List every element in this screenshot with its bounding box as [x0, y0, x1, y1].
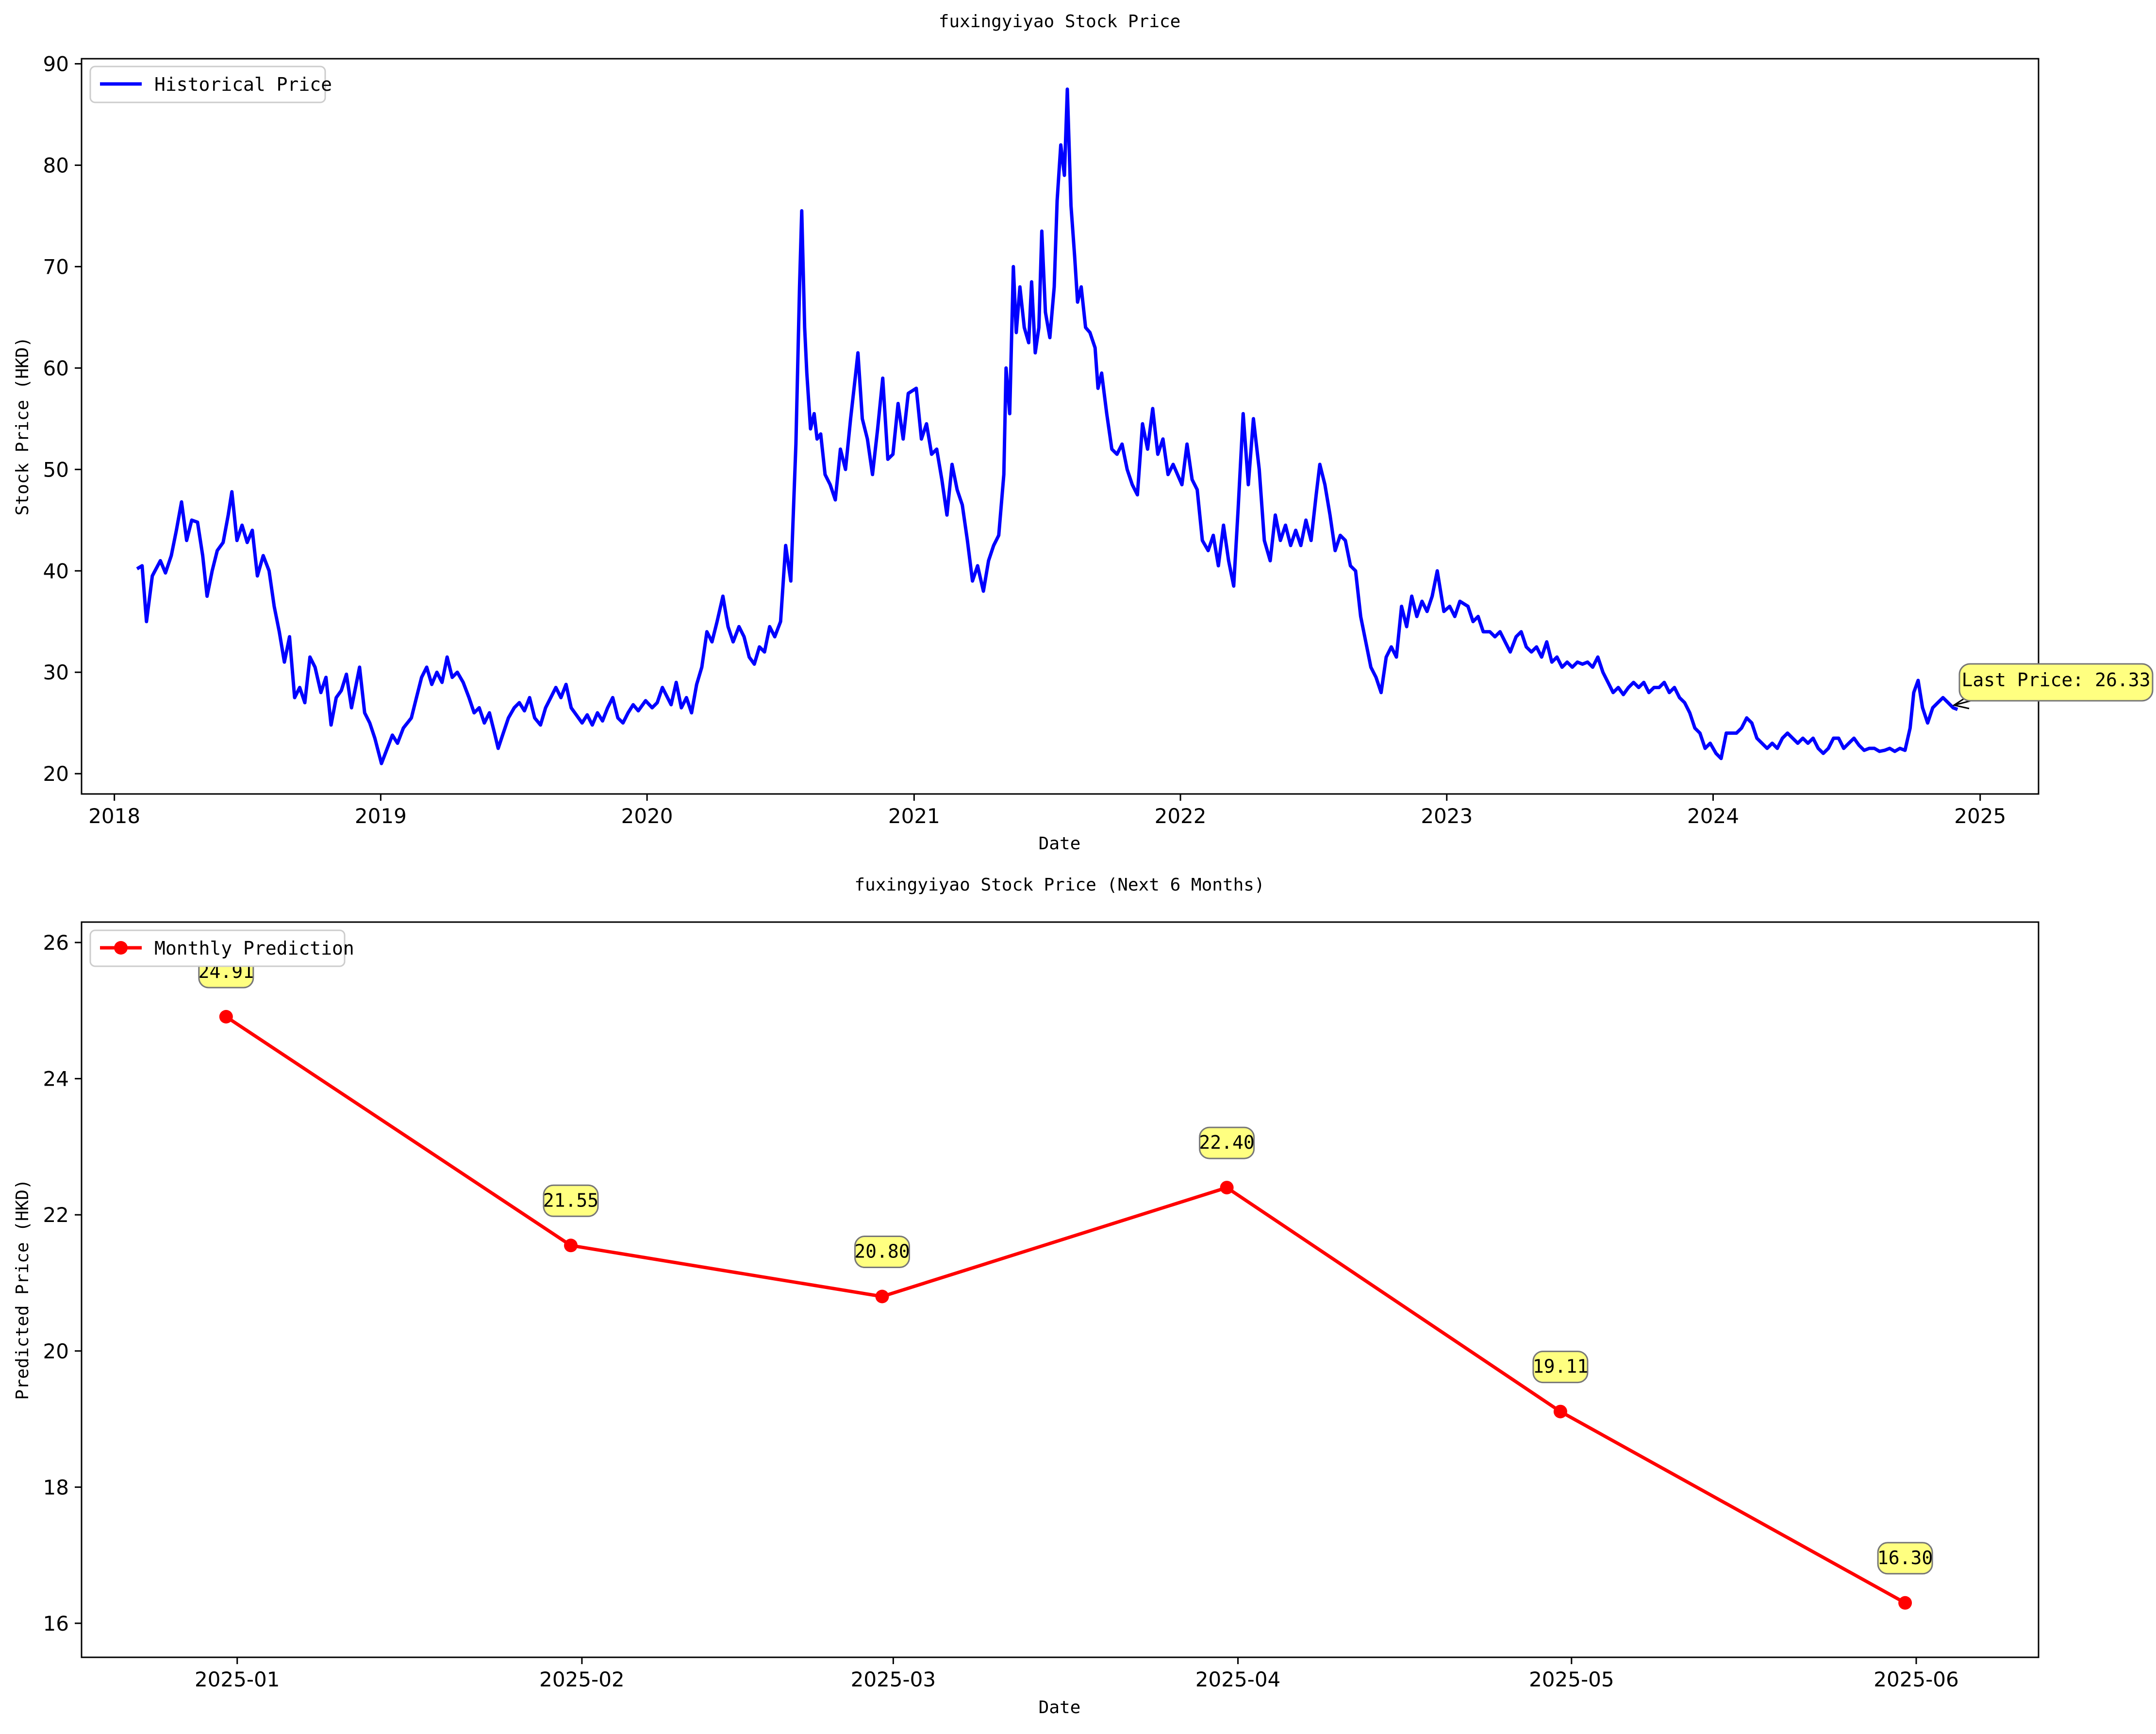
chart-2-y-ticks: 16 18 20 22 24 26 — [43, 931, 82, 1635]
legend-monthly-prediction-label: Monthly Prediction — [154, 938, 354, 959]
prediction-point-4 — [1220, 1181, 1234, 1195]
chart-2-points — [219, 1010, 1912, 1610]
y-tick-label-26: 26 — [43, 931, 69, 955]
last-price-annotation: Last Price: 26.33 — [1952, 663, 2154, 710]
x-tick-label-2025: 2025 — [1954, 804, 2006, 828]
y-tick-label-60: 60 — [43, 356, 69, 380]
x-tick-label-2025-04: 2025-04 — [1195, 1668, 1281, 1691]
prediction-label-4: 22.40 — [1199, 1132, 1254, 1153]
chart-2-title: fuxingyiyao Stock Price (Next 6 Months) — [854, 875, 1264, 895]
x-tick-label-2023: 2023 — [1421, 804, 1473, 828]
prediction-label-box-5 — [1532, 1351, 1589, 1384]
chart-1-axes-frame — [81, 58, 2040, 795]
x-tick-label-2021: 2021 — [888, 804, 940, 828]
chart-2-x-axis-label: Date — [1039, 1698, 1081, 1717]
y-tick-label-24: 24 — [43, 1067, 69, 1091]
prediction-label-box-4 — [1199, 1126, 1255, 1159]
legend-monthly-prediction-marker — [114, 941, 128, 955]
chart-prediction: fuxingyiyao Stock Price (Next 6 Months) … — [13, 875, 2040, 1717]
chart-1-legend: Historical Price — [89, 66, 332, 103]
prediction-label-6: 16.30 — [1877, 1547, 1933, 1569]
x-tick-label-2024: 2024 — [1687, 804, 1739, 828]
x-tick-label-2018: 2018 — [88, 804, 140, 828]
prediction-point-3 — [875, 1289, 889, 1304]
x-tick-label-2025-02: 2025-02 — [539, 1668, 625, 1691]
y-tick-label-50: 50 — [43, 458, 69, 481]
last-price-label: Last Price: 26.33 — [1962, 669, 2151, 691]
prediction-point-1 — [219, 1010, 233, 1024]
chart-2-legend: Monthly Prediction — [89, 929, 354, 967]
prediction-label-box-2 — [543, 1184, 599, 1217]
prediction-label-box-3 — [854, 1236, 910, 1268]
chart-1-y-ticks: 20 30 40 50 60 70 80 90 — [43, 52, 82, 786]
chart-1-x-ticks: 2018 2019 2020 2021 2022 2023 2024 2025 — [88, 794, 2006, 828]
chart-2-axes-frame — [81, 921, 2040, 1658]
y-tick-label-30: 30 — [43, 661, 69, 684]
prediction-label-5: 19.11 — [1533, 1356, 1588, 1377]
chart-historical: fuxingyiyao Stock Price 20 30 40 50 60 70 80 90… — [13, 12, 2154, 854]
chart-1-y-axis-label: Stock Price (HKD) — [13, 337, 33, 515]
chart-1-title: fuxingyiyao Stock Price — [939, 12, 1181, 32]
y-tick-label-80: 80 — [43, 153, 69, 177]
y-tick-label-20: 20 — [43, 762, 69, 786]
y-tick-label-40: 40 — [43, 559, 69, 583]
x-tick-label-2020: 2020 — [621, 804, 673, 828]
y-tick-label-22: 22 — [43, 1203, 69, 1227]
x-tick-label-2025-06: 2025-06 — [1874, 1668, 1959, 1691]
y-tick-label-16: 16 — [43, 1612, 69, 1635]
chart-2-y-axis-label: Predicted Price (HKD) — [13, 1179, 33, 1400]
prediction-label-2: 21.55 — [543, 1189, 598, 1211]
chart-1-legend-box — [89, 66, 326, 103]
historical-price-line — [136, 87, 1958, 765]
last-price-arrowhead — [1952, 696, 1970, 710]
y-tick-label-90: 90 — [43, 52, 69, 76]
prediction-point-5 — [1553, 1404, 1567, 1419]
legend-historical-price-label: Historical Price — [154, 74, 332, 95]
x-tick-label-2022: 2022 — [1155, 804, 1207, 828]
monthly-prediction-line — [225, 1015, 1906, 1604]
chart-1-x-axis-label: Date — [1039, 834, 1081, 854]
y-tick-label-20: 20 — [43, 1339, 69, 1363]
y-tick-label-70: 70 — [43, 255, 69, 279]
x-tick-label-2019: 2019 — [355, 804, 407, 828]
chart-2-x-ticks: 2025-01 2025-02 2025-03 2025-04 2025-05 2025-… — [195, 1657, 1959, 1691]
y-tick-label-18: 18 — [43, 1475, 69, 1499]
x-tick-label-2025-05: 2025-05 — [1529, 1668, 1614, 1691]
prediction-label-box-6 — [1877, 1542, 1933, 1575]
prediction-label-3: 20.80 — [854, 1241, 910, 1262]
chart-2-legend-box — [89, 929, 346, 967]
x-tick-label-2025-01: 2025-01 — [195, 1668, 280, 1691]
x-tick-label-2025-03: 2025-03 — [851, 1668, 936, 1691]
prediction-point-2 — [564, 1239, 578, 1253]
last-price-box — [1958, 663, 2154, 702]
prediction-point-6 — [1898, 1596, 1912, 1610]
